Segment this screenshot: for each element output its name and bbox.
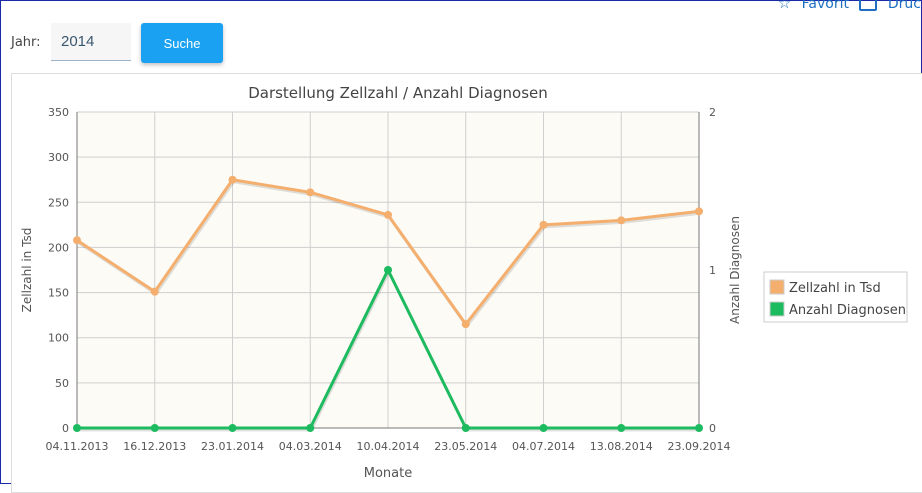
data-point [461,424,470,432]
y2-tick-label: 0 [709,422,716,435]
suche-button[interactable]: Suche [141,23,223,63]
y-tick-label: 200 [48,241,69,254]
favorit-link[interactable]: Favorit [801,0,849,12]
y-axis-title: Zellzahl in Tsd [20,228,34,313]
data-point [695,207,703,216]
x-tick-label: 23.09.2014 [668,440,731,453]
y-tick-label: 300 [48,151,69,164]
y-tick-label: 0 [62,422,69,435]
y-tick-label: 100 [48,332,69,345]
data-point [384,210,392,219]
data-point [150,424,159,432]
x-tick-label: 04.07.2014 [512,440,575,453]
y2-tick-label: 1 [709,264,716,277]
chart-svg: 0 50 100 150 200 250 300 350 04.11.2013 16.12.201… [20,84,908,481]
x-tick-label: 10.04.2014 [357,440,420,453]
y2-axis-title: Anzahl Diagnosen [728,216,742,324]
y2-tick-label: 2 [709,106,716,119]
y-tick-label: 350 [48,106,69,119]
x-tick-label: 16.12.2013 [123,440,186,453]
x-tick-label: 23.01.2014 [201,440,264,453]
data-point [695,424,703,432]
x-tick-label: 13.08.2014 [590,440,653,453]
top-links: ☆ Favorit Druc [772,0,921,12]
data-point [150,287,159,296]
data-point [73,236,81,245]
legend-swatch [769,279,785,295]
data-point [617,424,626,432]
legend-label: Zellzahl in Tsd [789,281,881,296]
data-point [306,188,315,197]
x-tick-label: 23.05.2014 [434,440,497,453]
printer-icon[interactable] [859,0,878,11]
legend-box [763,271,908,323]
y-tick-label: 250 [48,196,69,209]
legend-label: Anzahl Diagnosen [789,303,906,318]
data-point [306,424,315,432]
x-tick-label: 04.11.2013 [46,440,109,453]
star-icon[interactable]: ☆ [777,0,792,12]
chart-title: Darstellung Zellzahl / Anzahl Diagnosen [248,84,548,102]
data-point [539,424,548,432]
y-tick-label: 50 [55,377,69,390]
data-point [384,266,392,274]
data-point [461,320,470,329]
data-point [73,424,81,432]
chart-panel: 0 50 100 150 200 250 300 350 04.11.2013 16.12.201… [11,73,922,493]
data-point [539,220,548,229]
x-axis-title: Monate [364,466,412,481]
legend-swatch [769,301,785,317]
druck-link[interactable]: Druc [887,0,921,12]
jahr-input[interactable] [51,23,131,61]
data-point [617,216,626,225]
x-tick-label: 04.03.2014 [279,440,342,453]
y-tick-label: 150 [48,287,69,300]
jahr-label: Jahr: [11,35,41,50]
data-point [228,424,237,432]
data-point [228,175,237,184]
